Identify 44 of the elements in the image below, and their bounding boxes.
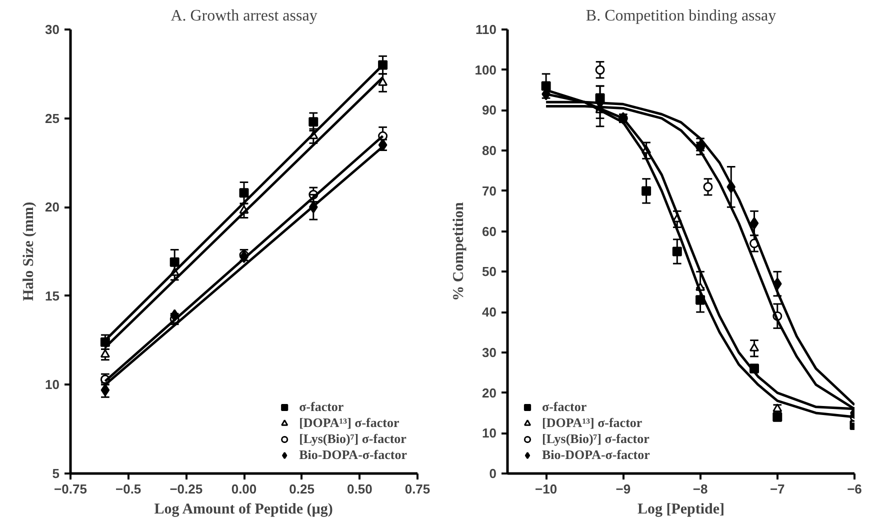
- y-tick-label: 15: [45, 288, 60, 304]
- y-tick-label: 10: [45, 377, 60, 392]
- y-tick-label: 90: [482, 102, 497, 118]
- x-tick-label: 0.25: [289, 482, 314, 496]
- x-tick-label: −8: [692, 482, 708, 496]
- x-tick-label: −7: [770, 482, 785, 496]
- x-axis-title: Log [Peptide]: [637, 502, 725, 518]
- y-tick-label: 60: [482, 224, 497, 239]
- x-tick-label: 0.75: [404, 482, 430, 496]
- x-tick-label: −0.75: [54, 482, 87, 496]
- y-axis-title: Halo Size (mm): [21, 202, 38, 302]
- legend-label: [Lys(Bio)⁷] σ-factor: [299, 431, 406, 447]
- x-tick-label: −0.25: [170, 482, 203, 496]
- y-tick-label: 50: [482, 264, 497, 280]
- y-tick-label: 20: [482, 385, 497, 400]
- x-tick-label: −9: [616, 482, 631, 496]
- x-tick-label: −6: [847, 482, 862, 496]
- chart-title: B. Competition binding assay: [586, 8, 776, 24]
- x-tick-label: 0.00: [231, 482, 257, 496]
- chart-title: A. Growth arrest assay: [170, 8, 318, 24]
- x-axis-title: Log Amount of Peptide (µg): [154, 502, 333, 518]
- legend-label: Bio-DOPA-σ-factor: [299, 447, 407, 463]
- x-tick-label: −0.5: [116, 482, 142, 496]
- legend-label: Bio-DOPA-σ-factor: [542, 447, 650, 463]
- y-tick-label: 20: [45, 200, 60, 215]
- legend-label: [DOPA¹³] σ-factor: [542, 415, 642, 431]
- y-tick-label: 30: [45, 22, 60, 37]
- legend-label: σ-factor: [299, 399, 344, 415]
- y-tick-label: 5: [52, 466, 60, 481]
- y-tick-label: 10: [482, 426, 497, 441]
- y-tick-label: 30: [482, 344, 497, 360]
- legend-label: σ-factor: [542, 399, 587, 415]
- legend-label: [DOPA¹³] σ-factor: [299, 415, 400, 431]
- y-tick-label: 110: [476, 22, 497, 37]
- y-tick-label: 70: [482, 183, 497, 198]
- y-tick-label: 80: [482, 143, 497, 158]
- x-tick-label: 0.50: [347, 482, 372, 496]
- legend-label: [Lys(Bio)⁷] σ-factor: [542, 431, 650, 447]
- y-tick-label: 25: [45, 110, 60, 126]
- x-tick-label: −10: [535, 482, 558, 496]
- y-tick-label: 100: [474, 62, 497, 78]
- y-axis-title: % Competition: [450, 201, 467, 301]
- y-tick-label: 0: [489, 466, 497, 481]
- y-tick-label: 40: [482, 304, 497, 320]
